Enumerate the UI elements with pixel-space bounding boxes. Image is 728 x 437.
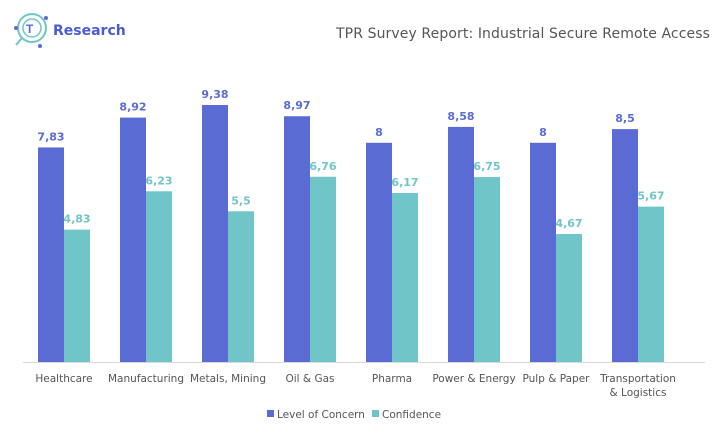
x-tick-label: & Logistics [610,387,667,399]
data-label: 4,83 [63,213,90,226]
bar-confidence [392,192,418,362]
bar-concern [202,104,228,362]
data-label: 6,76 [309,160,336,173]
bar-concern [530,142,556,362]
bar-confidence [474,177,500,362]
bar-confidence [228,211,254,362]
data-label: 8 [539,126,547,139]
x-tick-label: Manufacturing [108,373,184,385]
logo-icon: T [14,13,48,48]
bar-concern [38,147,64,362]
data-label: 5,67 [637,190,664,203]
x-tick-label: Oil & Gas [285,373,334,385]
data-label: 6,23 [145,174,172,187]
bar-confidence [556,234,582,362]
bar-confidence [310,176,336,362]
x-tick-label: Metals, Mining [190,373,266,385]
bar-confidence [64,229,90,362]
data-label: 8,58 [447,110,474,123]
svg-text:T: T [26,22,34,36]
legend-swatch [372,410,379,417]
bar-concern [612,129,638,362]
logo-text: Research [53,23,126,39]
data-label: 7,83 [37,130,64,143]
bar-concern [448,126,474,363]
bar-concern [366,142,392,362]
legend-label: Level of Concern [277,409,365,421]
bar-concern [120,117,146,362]
data-label: 6,75 [473,160,500,173]
data-label: 8,92 [119,101,146,114]
data-label: 4,67 [555,217,582,230]
x-tick-label: Power & Energy [432,373,515,385]
x-tick-label: Healthcare [35,373,92,385]
legend-label: Confidence [382,409,441,421]
data-label: 8,97 [283,99,310,112]
bar-confidence [146,191,172,362]
bar-confidence [638,206,664,362]
x-tick-label: Transportation [599,373,676,385]
chart-title: TPR Survey Report: Industrial Secure Rem… [336,26,710,42]
data-label: 8,5 [615,112,635,125]
data-label: 8 [375,126,383,139]
logo: T Research [12,8,126,52]
data-label: 6,17 [391,176,418,189]
data-label: 5,5 [231,194,251,207]
legend-swatch [267,410,274,417]
x-tick-label: Pharma [372,373,412,385]
data-label: 9,38 [201,88,228,101]
bar-concern [284,116,310,362]
x-tick-label: Pulp & Paper [523,373,591,385]
